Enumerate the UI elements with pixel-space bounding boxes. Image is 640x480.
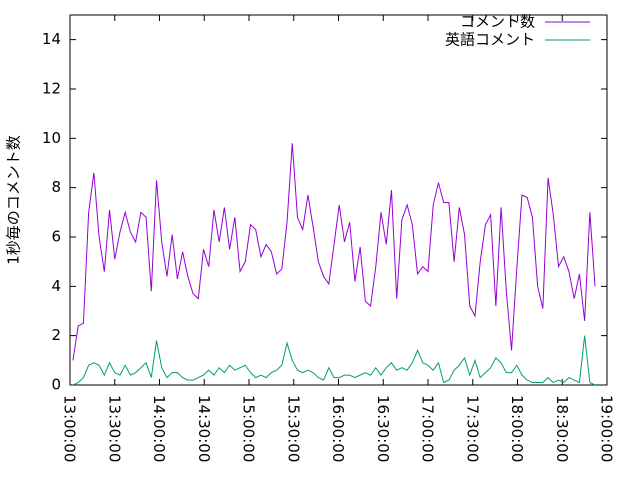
y-tick-label: 12 bbox=[42, 80, 61, 98]
legend-label: コメント数 bbox=[460, 13, 535, 31]
x-tick-label: 14:30:00 bbox=[195, 395, 213, 462]
y-tick-label: 2 bbox=[51, 326, 61, 344]
x-tick-label: 16:30:00 bbox=[374, 395, 392, 462]
x-tick-label: 13:00:00 bbox=[61, 395, 79, 462]
x-tick-label: 18:00:00 bbox=[508, 395, 526, 462]
x-tick-label: 13:30:00 bbox=[105, 395, 123, 462]
y-tick-label: 8 bbox=[51, 178, 61, 196]
series-line bbox=[72, 335, 596, 386]
plot-frame bbox=[69, 14, 608, 386]
y-tick-label: 10 bbox=[42, 129, 61, 147]
x-tick-label: 19:00:00 bbox=[598, 395, 616, 462]
x-tick-label: 14:00:00 bbox=[150, 395, 168, 462]
x-tick-label: 17:00:00 bbox=[419, 395, 437, 462]
legend-label: 英語コメント bbox=[445, 31, 535, 49]
x-tick-label: 17:30:00 bbox=[463, 395, 481, 462]
y-tick-label: 14 bbox=[42, 30, 61, 48]
y-tick-label: 4 bbox=[51, 277, 61, 295]
x-tick-label: 15:30:00 bbox=[284, 395, 302, 462]
y-tick-label: 6 bbox=[51, 228, 61, 246]
series-line bbox=[72, 143, 596, 361]
x-tick-label: 18:30:00 bbox=[553, 395, 571, 462]
x-tick-label: 15:00:00 bbox=[240, 395, 258, 462]
y-axis-label: 1秒毎のコメント数 bbox=[5, 135, 23, 265]
x-tick-label: 16:00:00 bbox=[329, 395, 347, 462]
y-tick-label: 0 bbox=[51, 376, 61, 394]
